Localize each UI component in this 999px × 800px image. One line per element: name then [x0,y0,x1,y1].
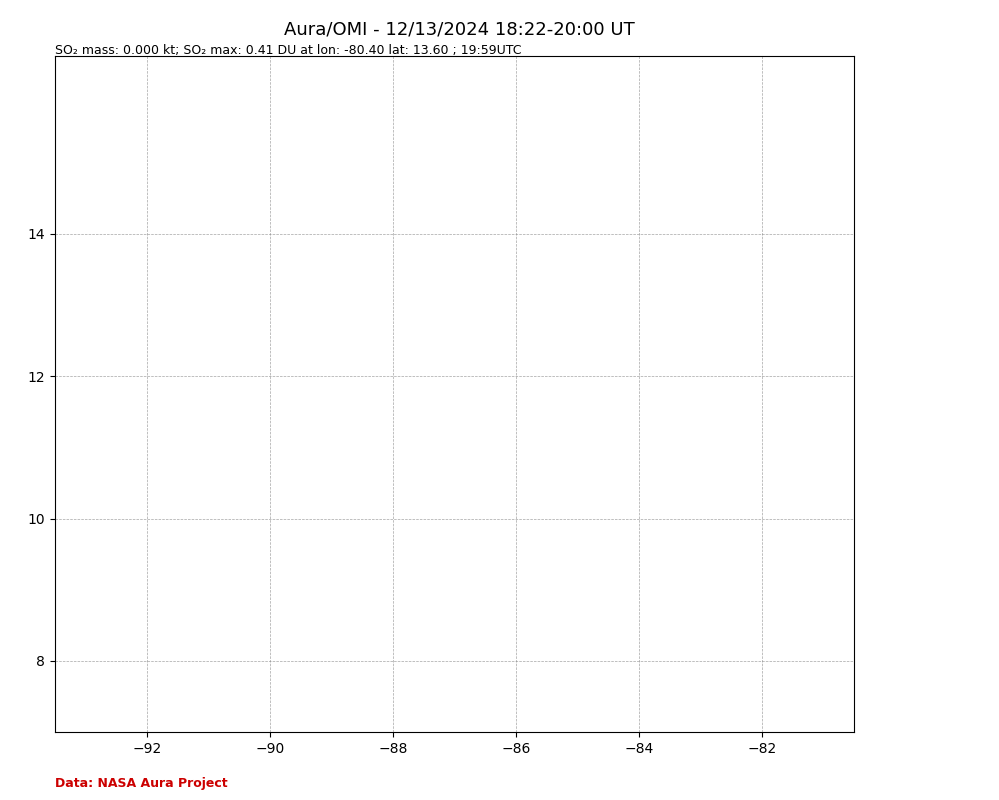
Text: Aura/OMI - 12/13/2024 18:22-20:00 UT: Aura/OMI - 12/13/2024 18:22-20:00 UT [284,20,635,38]
Text: SO₂ mass: 0.000 kt; SO₂ max: 0.41 DU at lon: -80.40 lat: 13.60 ; 19:59UTC: SO₂ mass: 0.000 kt; SO₂ max: 0.41 DU at … [55,44,521,57]
Text: Data: NASA Aura Project: Data: NASA Aura Project [55,778,228,790]
